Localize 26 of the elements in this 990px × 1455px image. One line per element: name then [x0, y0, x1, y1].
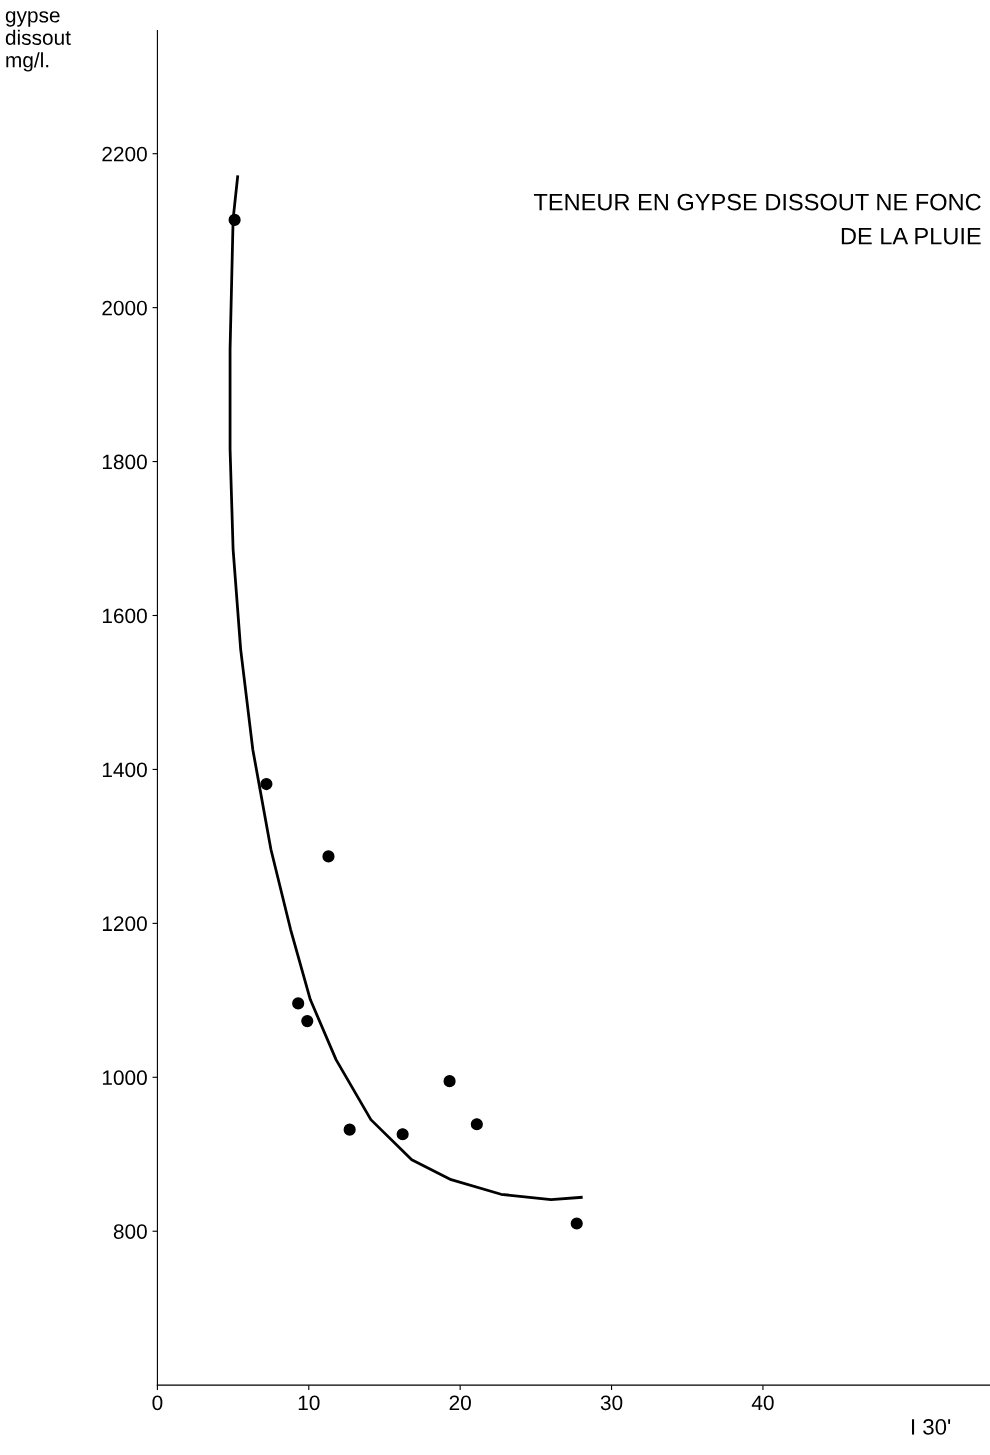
x-tick-label: 30	[600, 1395, 623, 1411]
text: TENEUR EN GYPSE DISSOUT NE FONC DE LA PLUIE	[533, 193, 981, 245]
point	[570, 1217, 583, 1230]
x-tick-label: 40	[751, 1395, 774, 1411]
x-tick-label: 20	[449, 1395, 471, 1411]
point	[343, 1123, 356, 1136]
point	[260, 777, 273, 791]
y-tick-label: 1600	[102, 608, 147, 624]
y-tick-label: 800	[113, 1224, 147, 1239]
point	[228, 213, 241, 226]
point	[443, 1075, 456, 1088]
point	[322, 850, 335, 863]
y-axis-title: gypse dissout mg/l.	[5, 11, 71, 72]
y-tick-label: 1400	[102, 762, 147, 778]
x-tick-label: 10	[298, 1395, 320, 1411]
y-tick-label: 2000	[102, 300, 147, 316]
y-tick-label: 1000	[102, 1070, 147, 1086]
y-tick-label: 2200	[102, 146, 147, 162]
x-tick-label: 0	[152, 1395, 163, 1411]
point	[301, 1015, 314, 1028]
point	[292, 997, 305, 1010]
x-axis-title: I 30'	[912, 1419, 951, 1435]
y-tick-label: 1200	[102, 916, 147, 932]
point	[470, 1118, 483, 1131]
y-tick-label: 1800	[102, 454, 147, 470]
point	[396, 1128, 409, 1141]
